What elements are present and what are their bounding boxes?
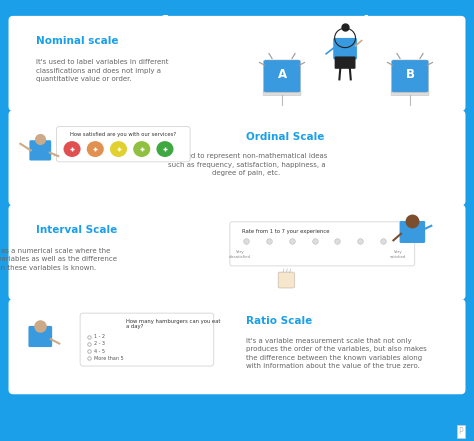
Circle shape <box>64 141 81 157</box>
Text: A: A <box>277 68 287 82</box>
FancyBboxPatch shape <box>80 313 214 366</box>
Circle shape <box>110 141 127 157</box>
FancyBboxPatch shape <box>9 299 465 394</box>
FancyBboxPatch shape <box>392 60 428 92</box>
FancyBboxPatch shape <box>56 127 190 162</box>
Text: Ratio Scale: Ratio Scale <box>246 317 313 326</box>
FancyBboxPatch shape <box>29 140 51 161</box>
FancyBboxPatch shape <box>400 221 425 243</box>
FancyBboxPatch shape <box>9 16 465 111</box>
Text: Very
dissatisfied: Very dissatisfied <box>229 250 251 259</box>
FancyBboxPatch shape <box>28 326 52 347</box>
FancyBboxPatch shape <box>391 90 429 96</box>
Text: It's used to label variables in different
classifications and does not imply a
q: It's used to label variables in differen… <box>36 59 168 82</box>
Text: It's a variable measurement scale that not only
produces the order of the variab: It's a variable measurement scale that n… <box>246 338 427 369</box>
FancyBboxPatch shape <box>278 272 294 288</box>
Text: It's defined as a numerical scale where the
order of the variables as well as th: It's defined as a numerical scale where … <box>0 248 117 271</box>
Text: 1 - 2: 1 - 2 <box>94 334 105 340</box>
FancyBboxPatch shape <box>9 110 465 206</box>
Text: 4 - 5: 4 - 5 <box>94 348 105 354</box>
FancyBboxPatch shape <box>263 90 301 96</box>
FancyBboxPatch shape <box>9 205 465 300</box>
Text: B: B <box>406 68 414 82</box>
Circle shape <box>87 141 104 157</box>
Text: Nominal scale: Nominal scale <box>36 37 118 46</box>
Text: Interval Scale: Interval Scale <box>36 225 117 235</box>
Text: 2 - 3: 2 - 3 <box>94 341 105 347</box>
FancyBboxPatch shape <box>230 222 415 266</box>
Text: a day?: a day? <box>126 324 143 329</box>
FancyBboxPatch shape <box>335 56 356 69</box>
Text: Rate from 1 to 7 your experience: Rate from 1 to 7 your experience <box>242 228 329 234</box>
FancyBboxPatch shape <box>333 38 357 60</box>
Text: How satisfied are you with our services?: How satisfied are you with our services? <box>70 131 176 137</box>
Text: Ordinal Scale: Ordinal Scale <box>246 132 325 142</box>
FancyBboxPatch shape <box>264 60 301 92</box>
Text: P: P <box>458 427 463 436</box>
Text: It's used to represent non-mathematical ideas
such as frequency, satisfaction, h: It's used to represent non-mathematical … <box>166 153 327 176</box>
Circle shape <box>156 141 173 157</box>
Circle shape <box>133 141 150 157</box>
Text: More than 5: More than 5 <box>94 355 123 361</box>
Text: Types of Measurement Scales: Types of Measurement Scales <box>80 15 394 34</box>
Text: Very
satisfied: Very satisfied <box>390 250 406 259</box>
Text: How many hamburgers can you eat: How many hamburgers can you eat <box>126 319 220 324</box>
